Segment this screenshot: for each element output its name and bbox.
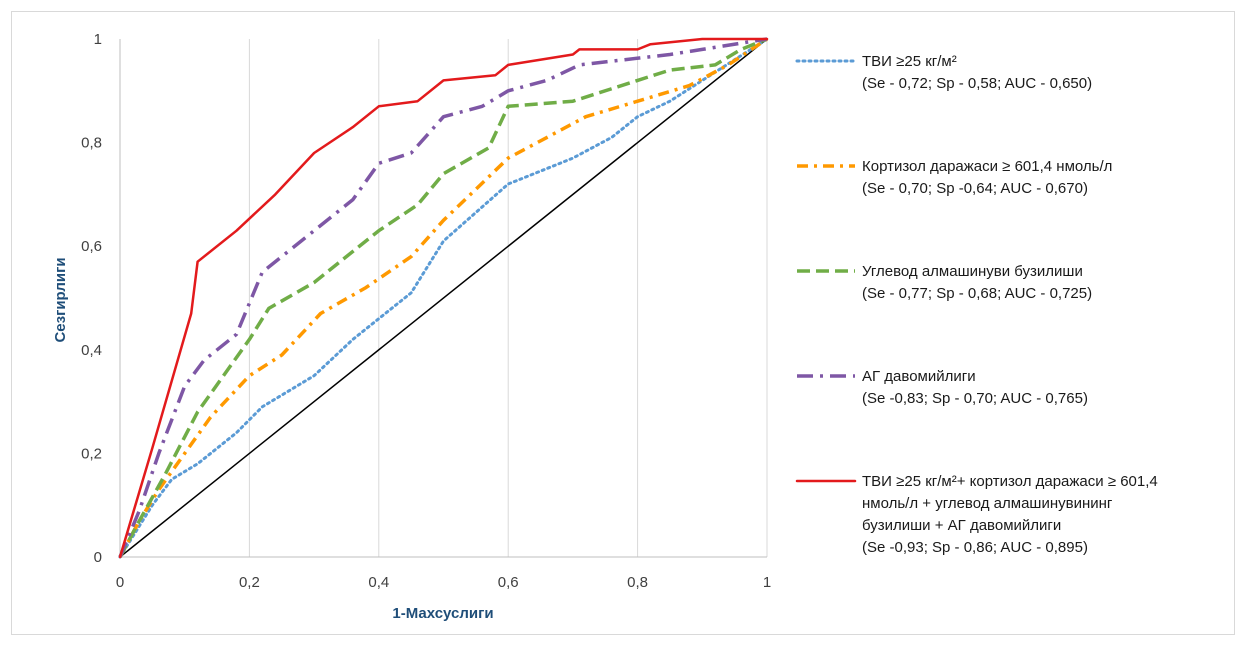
legend: ТВИ ≥25 кг/м² (Se - 0,72; Sp - 0,58; AUC … [795,53,1158,556]
legend-label-5: ТВИ ≥25 кг/м²+ кортизол даражаси ≥ 601,4 [862,473,1158,490]
legend-label-3: Углевод алмашинуви бузилиши [862,263,1083,280]
legend-label-5: бузилиши + АГ давомийлиги [862,517,1061,534]
legend-stats-2: (Se - 0,70; Sp -0,64; AUC - 0,670) [862,180,1088,197]
x-tick-label: 0,2 [239,574,260,591]
series-line-1 [118,37,769,559]
x-tick-labels: 0 0,2 0,4 0,6 0,8 1 [116,574,771,591]
axes [119,39,767,558]
y-tick-label: 0,8 [81,135,102,152]
series-line-3 [118,37,768,558]
legend-label-4: АГ давомийлиги [862,368,976,385]
y-tick-label: 1 [94,31,102,48]
reference-diagonal [119,38,768,558]
series-line-2 [118,37,768,558]
y-tick-label: 0,6 [81,238,102,255]
x-tick-label: 0 [116,574,124,591]
legend-label-1: ТВИ ≥25 кг/м² [862,53,957,70]
legend-stats-5: (Se -0,93; Sp - 0,86; AUC - 0,895) [862,539,1088,556]
series-line-5 [118,37,769,559]
legend-label-5: нмоль/л + углевод алмашинувининг [862,495,1113,512]
x-tick-label: 0,8 [627,574,648,591]
series-lines [118,37,769,559]
y-tick-labels: 0 0,2 0,4 0,6 0,8 1 [81,31,102,566]
series-line-4 [118,37,768,558]
x-tick-label: 0,4 [368,574,389,591]
x-tick-label: 0,6 [498,574,519,591]
y-axis-title: Сезгирлиги [52,257,69,342]
legend-stats-4: (Se -0,83; Sp - 0,70; AUC - 0,765) [862,390,1088,407]
chart-frame [11,11,1235,635]
reference-line [119,38,768,558]
x-tick-label: 1 [763,574,771,591]
legend-label-2: Кортизол даражаси ≥ 601,4 нмоль/л [862,158,1112,175]
y-tick-label: 0 [94,549,102,566]
legend-stats-3: (Se - 0,77; Sp - 0,68; AUC - 0,725) [862,285,1092,302]
y-tick-label: 0,4 [81,342,102,359]
x-axis-title: 1-Махсуслиги [392,605,493,622]
gridlines [248,39,768,557]
legend-stats-1: (Se - 0,72; Sp - 0,58; AUC - 0,650) [862,75,1092,92]
y-tick-label: 0,2 [81,445,102,462]
